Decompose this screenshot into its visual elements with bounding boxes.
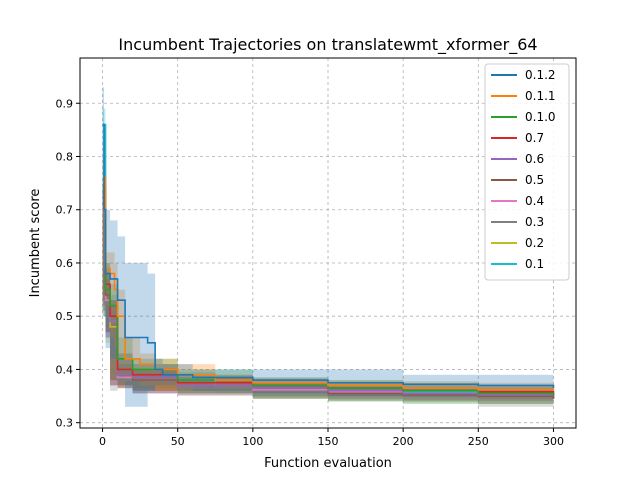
x-axis-label: Function evaluation xyxy=(264,456,392,471)
y-tick-label: 0.8 xyxy=(56,150,74,163)
legend-label: 0.7 xyxy=(525,131,544,145)
band-0-1 xyxy=(102,108,554,400)
legend-label: 0.1.2 xyxy=(525,68,556,82)
legend-label: 0.4 xyxy=(525,194,544,208)
legend-label: 0.1.0 xyxy=(525,110,556,124)
legend: 0.1.2 0.1.1 0.1.0 0.7 0.6 0.5 0.4 0.3 0.2 0.1 xyxy=(484,63,570,281)
y-tick-label: 0.9 xyxy=(56,97,74,110)
grid-lines xyxy=(80,58,576,428)
x-tick-label: 150 xyxy=(318,435,339,448)
legend-label: 0.2 xyxy=(525,236,544,250)
y-tick-label: 0.5 xyxy=(56,310,74,323)
legend-label: 0.3 xyxy=(525,215,544,229)
x-tick-label: 300 xyxy=(543,435,564,448)
x-tick-label: 250 xyxy=(468,435,489,448)
band-0-3 xyxy=(102,188,554,407)
band-0-1-1 xyxy=(102,156,554,397)
x-tick-label: 50 xyxy=(171,435,185,448)
legend-label: 0.1 xyxy=(525,257,544,271)
y-tick-label: 0.7 xyxy=(56,204,74,217)
legend-label: 0.5 xyxy=(525,173,544,187)
series-lines xyxy=(102,123,555,399)
y-axis-label: Incumbent score xyxy=(28,189,43,298)
x-tick-label: 100 xyxy=(242,435,263,448)
legend-label: 0.1.1 xyxy=(525,89,556,103)
band-0-5 xyxy=(102,193,554,405)
y-tick-label: 0.6 xyxy=(56,257,74,270)
series-line-0-1-0 xyxy=(102,187,555,397)
band-0-1-0 xyxy=(102,177,554,405)
y-tick-label: 0.3 xyxy=(56,417,74,430)
x-tick-label: 0 xyxy=(99,435,106,448)
chart-title: Incumbent Trajectories on translatewmt_x… xyxy=(118,35,537,55)
x-tick-label: 200 xyxy=(393,435,414,448)
legend-label: 0.6 xyxy=(525,152,544,166)
band-0-2 xyxy=(102,199,554,402)
series-line-0-1-2 xyxy=(102,123,555,389)
band-0-4 xyxy=(102,199,554,402)
y-tick-label: 0.4 xyxy=(56,363,74,376)
axis-ticks: 0 50 100 150 200 250 300 0.3 0.4 0.5 0.6 0.7 0.8 0.9 xyxy=(56,97,564,448)
